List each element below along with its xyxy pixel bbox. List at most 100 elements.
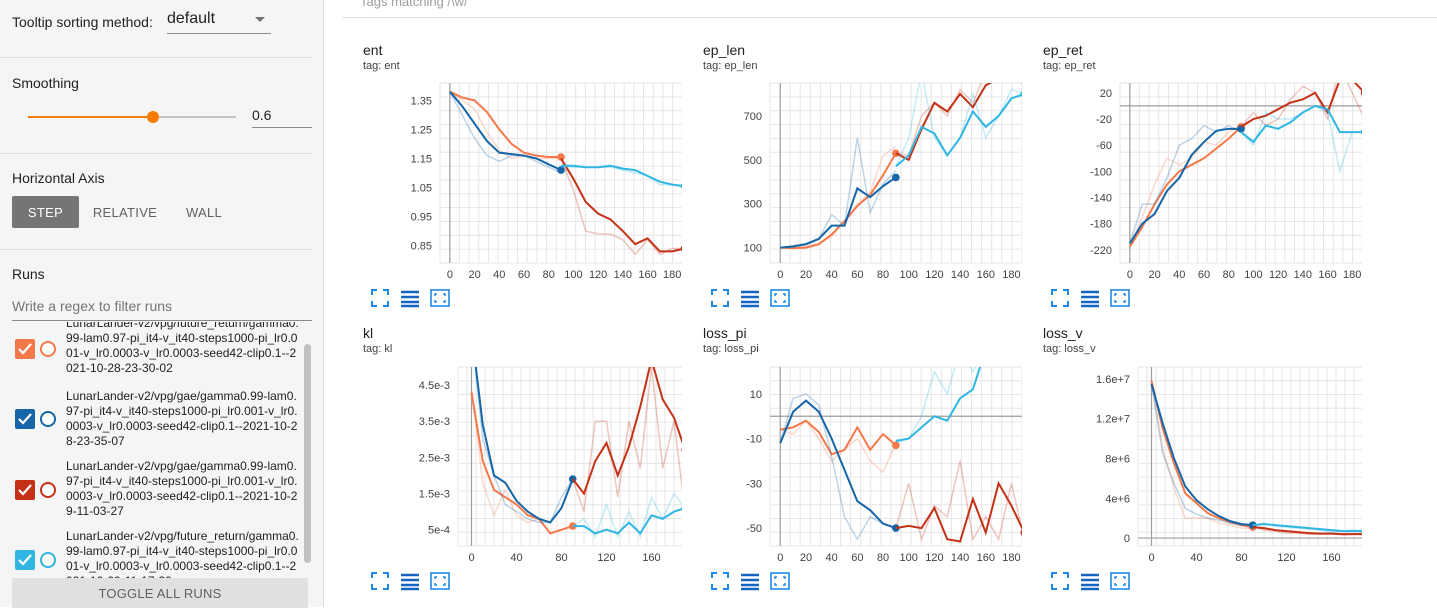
run-item[interactable]: LunarLander-v2/vpg/gae/gamma0.99-lam0.97… <box>0 458 300 524</box>
tooltip-sorting-value: default <box>167 10 216 27</box>
run-color-swatch[interactable] <box>40 552 56 568</box>
series-end-point <box>1021 83 1022 84</box>
series-smoothed-line <box>561 164 682 187</box>
chart-card-loss_v: loss_v tag: loss_v 0 40 80 120 160 1.6e+7 1.2e+7… <box>1022 323 1362 606</box>
series-group <box>1129 83 1362 248</box>
y-tick-label: 1.05 <box>411 183 432 195</box>
series-raw-line <box>780 146 897 250</box>
run-color-swatch[interactable] <box>40 482 56 498</box>
run-item[interactable]: LunarLander-v2/vpg/gae/gamma0.99-lam0.97… <box>0 388 300 454</box>
fullscreen-icon[interactable] <box>370 288 390 308</box>
tag-filter-text: Tags matching /\w/ <box>360 0 468 9</box>
y-tick-label: -140 <box>1090 193 1112 205</box>
fit-domain-icon[interactable] <box>770 571 790 591</box>
series-smoothed-line <box>1240 83 1362 128</box>
chart-card-kl: kl tag: kl 0 40 80 120 160 4.5e-3 3.5e-3 2.5e-3 1.… <box>342 323 682 606</box>
run-color-swatch[interactable] <box>40 341 56 357</box>
fit-domain-icon[interactable] <box>770 288 790 308</box>
axis-wall-button[interactable]: WALL <box>185 204 223 220</box>
log-scale-icon[interactable] <box>740 571 760 591</box>
series-smoothed-line <box>779 399 897 530</box>
x-tick-label: 40 <box>1190 552 1202 564</box>
series-group <box>470 367 682 540</box>
smoothing-input[interactable]: 0.6 <box>252 104 312 128</box>
fit-domain-icon[interactable] <box>1110 571 1130 591</box>
chart-card-ent: ent tag: ent 0 20 40 60 80 100 120 140 160 180 1.35 1… <box>342 40 682 323</box>
tag-filter-bar[interactable]: Tags matching /\w/ <box>342 0 1437 18</box>
run-item[interactable]: LunarLander-v2/vpg/future_return/gamma0.… <box>0 528 300 578</box>
x-tick-label: 60 <box>851 269 863 281</box>
smoothing-slider-thumb[interactable] <box>146 111 159 123</box>
fullscreen-icon[interactable] <box>710 288 730 308</box>
series-smoothed-line <box>895 367 982 442</box>
tooltip-sorting-select[interactable]: default <box>167 8 271 34</box>
series-smoothed-line <box>1252 526 1362 536</box>
series-end-point <box>680 245 682 252</box>
x-tick-label: 0 <box>777 269 783 281</box>
log-scale-icon[interactable] <box>400 288 420 308</box>
run-checkbox[interactable] <box>15 550 35 570</box>
chart-title: loss_v <box>1043 325 1083 341</box>
run-checkbox[interactable] <box>15 480 35 500</box>
fullscreen-icon[interactable] <box>370 571 390 591</box>
series-smoothed-line <box>1252 523 1362 533</box>
series-smoothed-line <box>449 91 562 172</box>
run-checkbox[interactable] <box>15 409 35 429</box>
fit-domain-icon[interactable] <box>1110 288 1130 308</box>
y-tick-label: 1.35 <box>411 95 432 107</box>
y-tick-label: 1.25 <box>411 124 432 136</box>
x-tick-label: 20 <box>800 552 812 564</box>
run-item[interactable]: LunarLander-v2/vpg/future_return/gamma0.… <box>0 322 300 384</box>
fullscreen-icon[interactable] <box>1050 288 1070 308</box>
series-raw-line <box>1129 124 1242 247</box>
runs-filter-input[interactable]: Write a regex to filter runs <box>12 295 312 321</box>
series-end-point <box>1360 129 1362 135</box>
y-tick-label: -100 <box>1090 166 1112 178</box>
y-tick-label: 4.5e-3 <box>419 380 450 392</box>
series-raw-line <box>895 460 1022 542</box>
x-tick-label: 40 <box>510 552 522 564</box>
fullscreen-icon[interactable] <box>1050 571 1070 591</box>
x-tick-label: 160 <box>1318 269 1336 281</box>
y-tick-label: 0.85 <box>411 241 432 253</box>
axis-step-button[interactable]: STEP <box>12 196 79 228</box>
toggle-all-runs-button[interactable]: TOGGLE ALL RUNS <box>12 578 308 608</box>
x-tick-label: 140 <box>1294 269 1312 281</box>
series-smoothed-line <box>560 157 682 253</box>
series-end-point <box>1360 90 1362 96</box>
chart-plot: 0 40 80 120 160 1.6e+7 1.2e+7 8e+6 4e+6 0 <box>1096 366 1362 564</box>
series-end-point <box>892 173 900 182</box>
x-tick-label: 140 <box>951 269 969 281</box>
x-tick-label: 40 <box>493 269 505 281</box>
x-tick-label: 40 <box>826 552 838 564</box>
log-scale-icon[interactable] <box>1080 571 1100 591</box>
series-end-point <box>1020 529 1022 536</box>
log-scale-icon[interactable] <box>400 571 420 591</box>
x-tick-label: 100 <box>564 269 582 281</box>
y-tick-label: 300 <box>744 199 762 211</box>
fit-domain-icon[interactable] <box>430 288 450 308</box>
series-raw-line <box>779 392 897 541</box>
fullscreen-icon[interactable] <box>710 571 730 591</box>
runs-scrollbar[interactable] <box>304 344 311 563</box>
chart-plot: 0 40 80 120 160 4.5e-3 3.5e-3 2.5e-3 1.5e-3 5e-4 <box>419 366 682 564</box>
log-scale-icon[interactable] <box>740 288 760 308</box>
run-color-swatch[interactable] <box>40 411 56 427</box>
axis-relative-button[interactable]: RELATIVE <box>92 204 158 220</box>
y-tick-label: 1.5e-3 <box>419 489 450 501</box>
fit-domain-icon[interactable] <box>430 571 450 591</box>
chart-toolbar <box>1050 288 1150 308</box>
run-checkbox[interactable] <box>15 339 35 359</box>
chart-title: ent <box>363 42 383 58</box>
run-name: LunarLander-v2/vpg/future_return/gamma0.… <box>66 322 299 375</box>
chart-toolbar <box>710 571 810 591</box>
x-tick-label: 0 <box>1148 552 1154 564</box>
log-scale-icon[interactable] <box>1080 288 1100 308</box>
series-group <box>449 90 682 256</box>
run-name: LunarLander-v2/vpg/future_return/gamma0.… <box>66 529 299 578</box>
series-raw-line <box>572 367 682 512</box>
x-tick-label: 120 <box>925 269 943 281</box>
chart-tag: tag: loss_v <box>1043 343 1096 355</box>
check-icon <box>18 343 32 355</box>
y-tick-label: 0 <box>1124 533 1130 545</box>
